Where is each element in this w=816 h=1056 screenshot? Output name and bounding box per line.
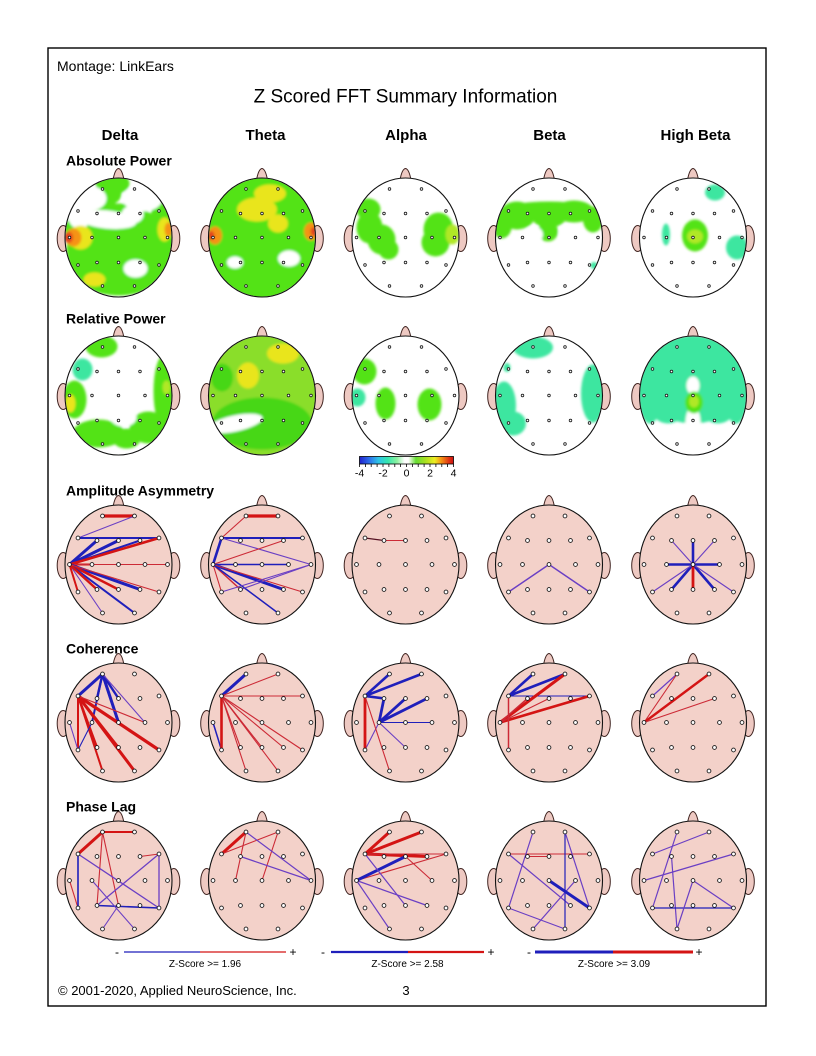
svg-text:Z Scored FFT Summary Informati: Z Scored FFT Summary Information xyxy=(254,87,558,108)
svg-text:© 2001-2020, Applied NeuroScie: © 2001-2020, Applied NeuroScience, Inc. xyxy=(58,983,297,998)
svg-text:3: 3 xyxy=(402,983,409,998)
svg-text:Amplitude Asymmetry: Amplitude Asymmetry xyxy=(66,483,214,499)
svg-text:Delta: Delta xyxy=(102,127,139,144)
svg-text:Absolute Power: Absolute Power xyxy=(66,153,172,169)
svg-text:Phase Lag: Phase Lag xyxy=(66,799,136,815)
svg-text:LinkEars: LinkEars xyxy=(119,58,173,74)
svg-text:+: + xyxy=(487,945,494,959)
svg-text:2: 2 xyxy=(427,468,433,480)
svg-text:+: + xyxy=(695,945,702,959)
svg-text:Z-Score >= 3.09: Z-Score >= 3.09 xyxy=(578,959,651,970)
svg-text:-: - xyxy=(115,945,119,959)
svg-text:Alpha: Alpha xyxy=(385,127,427,144)
svg-text:Coherence: Coherence xyxy=(66,641,139,657)
svg-text:Montage:: Montage: xyxy=(57,58,115,74)
svg-text:+: + xyxy=(289,945,296,959)
svg-text:High Beta: High Beta xyxy=(660,127,731,144)
svg-text:Z-Score >= 1.96: Z-Score >= 1.96 xyxy=(169,959,242,970)
svg-text:Theta: Theta xyxy=(245,127,286,144)
svg-text:-: - xyxy=(527,945,531,959)
svg-text:4: 4 xyxy=(451,468,457,480)
svg-text:-: - xyxy=(321,945,325,959)
svg-text:Beta: Beta xyxy=(533,127,566,144)
svg-text:-2: -2 xyxy=(378,468,387,480)
svg-text:-4: -4 xyxy=(355,468,364,480)
svg-text:Relative Power: Relative Power xyxy=(66,311,166,327)
svg-text:0: 0 xyxy=(404,468,410,480)
svg-text:Z-Score >= 2.58: Z-Score >= 2.58 xyxy=(371,959,444,970)
